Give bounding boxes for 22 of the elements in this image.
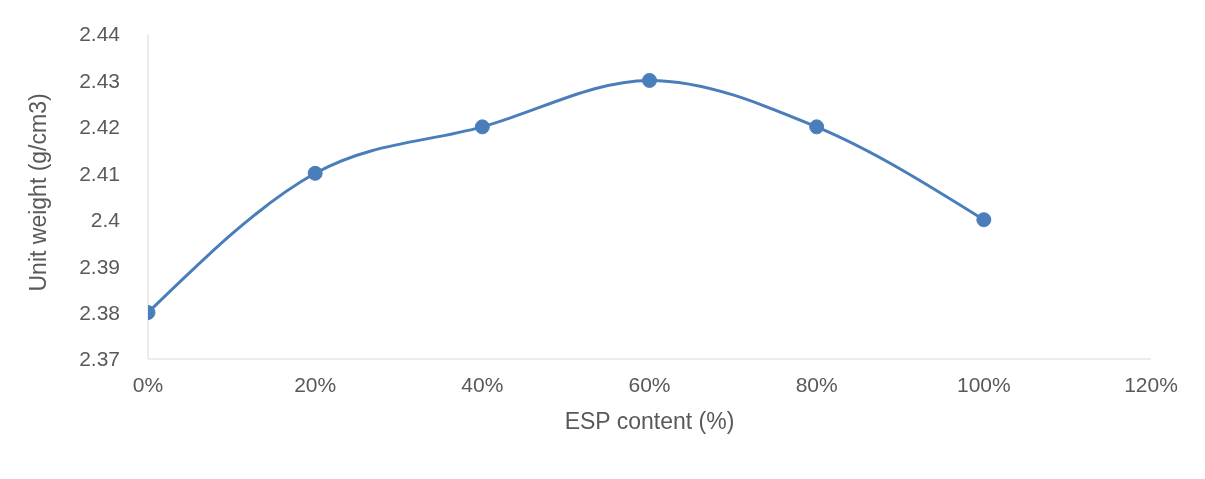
point — [642, 72, 657, 88]
y-tick-label: 2.41 — [79, 161, 120, 185]
point — [474, 119, 490, 135]
y-tick-label: 2.39 — [79, 254, 120, 278]
point — [976, 212, 992, 228]
x-tick-label: 40% — [461, 372, 504, 396]
x-tick-label: 120% — [1124, 372, 1178, 396]
x-tick-label: 100% — [956, 372, 1011, 396]
y-tick-label: 2.42 — [79, 115, 120, 139]
point — [307, 165, 323, 181]
x-tick-label: 60% — [628, 372, 671, 396]
y-tick-label: 2.37 — [79, 347, 120, 371]
x-axis-title: ESP content (%) — [564, 408, 735, 434]
x-tick-label: 80% — [795, 372, 838, 396]
y-tick-label: 2.43 — [79, 68, 120, 92]
y-tick-label: 2.44 — [79, 22, 121, 46]
y-tick-label: 2.4 — [90, 208, 121, 232]
y-tick-label: 2.38 — [79, 301, 120, 325]
y-axis-title: Unit weight (g/cm3) — [25, 93, 52, 292]
x-tick-label: 0% — [132, 372, 164, 396]
point — [809, 119, 825, 135]
x-tick-label: 20% — [294, 372, 337, 396]
